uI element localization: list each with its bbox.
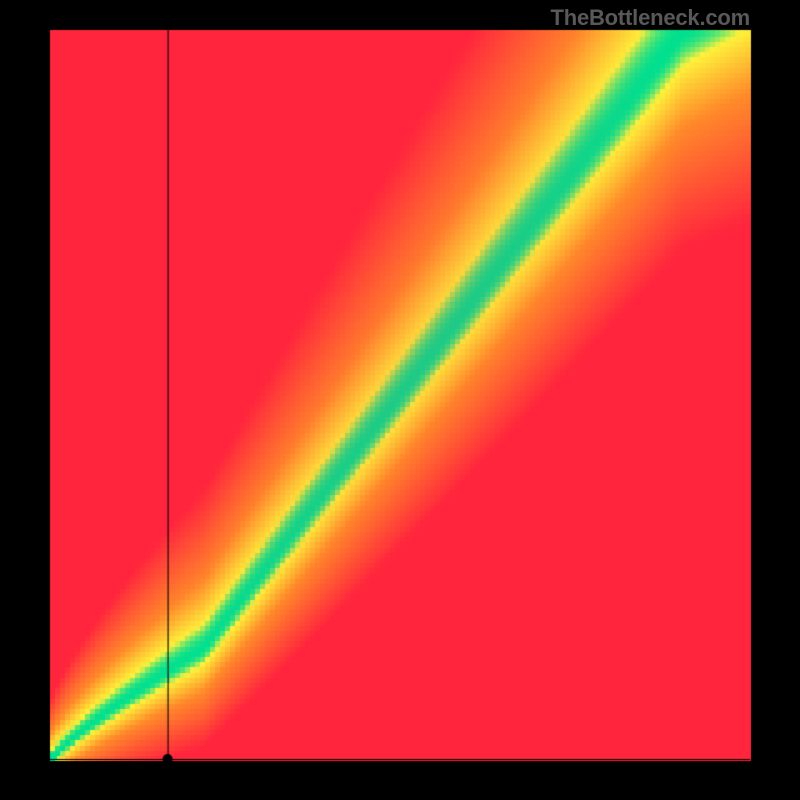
axis-overlay [0, 0, 800, 800]
chart-container: { "type": "heatmap", "canvas": { "width"… [0, 0, 800, 800]
watermark-text: TheBottleneck.com [550, 5, 750, 31]
